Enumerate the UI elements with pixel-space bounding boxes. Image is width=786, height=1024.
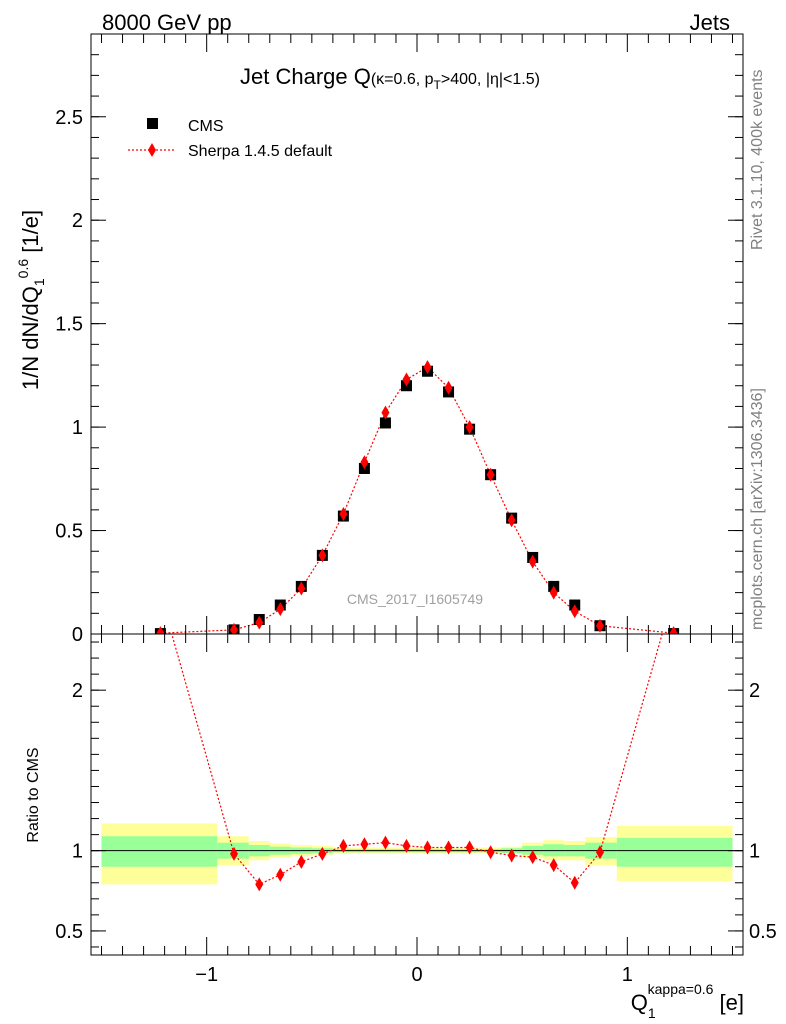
- ratio-sherpa-line: [171, 634, 663, 886]
- ratio-sherpa-point: [318, 846, 327, 861]
- main-ylabel: 1/N dN/dQ10.6 [1/e]: [15, 210, 47, 390]
- x-axis-label-text: Q: [631, 990, 648, 1015]
- sherpa-point: [156, 626, 165, 634]
- legend: CMS Sherpa 1.4.5 default: [128, 118, 333, 160]
- x-axis-label-unit: [e]: [713, 990, 744, 1015]
- main-y-tick-label: 2: [72, 210, 83, 232]
- ratio-band-green: [616, 837, 733, 867]
- x-tick-label: 0: [411, 964, 422, 986]
- sherpa-point: [381, 405, 390, 420]
- ratio-band-green: [101, 836, 218, 867]
- main-title: Jet Charge Q(κ=0.6, pT>400, |η|<1.5): [240, 64, 540, 92]
- main-title-sub-t: T: [434, 78, 442, 92]
- sherpa-point: [360, 455, 369, 470]
- sherpa-point: [339, 507, 348, 521]
- ratio-sherpa-point: [230, 846, 239, 861]
- sherpa-point: [402, 372, 411, 387]
- main-ylabel-sub: 1: [31, 278, 47, 286]
- ratio-y-tick-label-right: 1: [749, 841, 760, 863]
- main-title-sub-rest: >400, |η|<1.5): [441, 71, 540, 88]
- header-right: Jets: [690, 10, 730, 35]
- main-y-tick-label: 0: [72, 624, 83, 646]
- ratio-y-tick-label: 0.5: [55, 921, 83, 943]
- main-title-sub: (κ=0.6, p: [371, 71, 434, 88]
- main-plot: 0 0.5 1 1.5 2 2.5: [55, 33, 744, 646]
- ratio-sherpa-point: [276, 867, 285, 882]
- ratio-frame: [90, 633, 744, 956]
- ratio-y-tick-label: 1: [72, 841, 83, 863]
- sherpa-point: [465, 420, 474, 435]
- ratio-sherpa-point: [255, 877, 264, 892]
- sherpa-point: [318, 548, 327, 563]
- analysis-watermark: CMS_2017_I1605749: [347, 591, 483, 607]
- main-y-tick-label: 2.5: [55, 107, 83, 129]
- ratio-sherpa-point: [297, 854, 306, 869]
- ratio-sherpa-point: [423, 840, 432, 855]
- sherpa-point: [255, 615, 264, 630]
- legend-cms-marker: [147, 118, 158, 129]
- sherpa-point: [297, 581, 306, 596]
- ratio-y-tick-label: 2: [72, 680, 83, 702]
- legend-sherpa-marker: [148, 143, 156, 157]
- x-axis-label-sub: 1: [648, 1005, 656, 1021]
- x-axis-label-sup: kappa=0.6: [648, 981, 714, 997]
- x-tick-label: −1: [195, 964, 218, 986]
- main-ylabel-unit: [1/e]: [18, 210, 43, 259]
- sherpa-point: [595, 618, 604, 633]
- ratio-sherpa-point: [570, 875, 579, 890]
- ratio-ylabel: Ratio to CMS: [25, 747, 42, 842]
- sherpa-point: [528, 554, 537, 569]
- ratio-sherpa-point: [339, 838, 348, 853]
- ratio-y-tick-label-right: 0.5: [749, 921, 777, 943]
- sherpa-point: [669, 626, 678, 634]
- ratio-sherpa-point: [402, 838, 411, 853]
- main-ylabel-text: 1/N dN/dQ: [18, 286, 43, 390]
- x-tick-label: 1: [622, 964, 633, 986]
- x-axis-label: Q1 kappa=0.6 [e]: [631, 981, 744, 1021]
- ratio-sherpa-point: [549, 858, 558, 873]
- mcplots-label: mcplots.cern.ch [arXiv:1306.3436]: [749, 388, 766, 630]
- main-title-text: Jet Charge Q: [240, 64, 371, 89]
- ratio-y-tick-label-right: 2: [749, 680, 760, 702]
- legend-cms-label: CMS: [188, 118, 224, 135]
- sherpa-point: [230, 622, 239, 634]
- main-y-tick-label: 1: [72, 417, 83, 439]
- main-y-tick-label: 0.5: [55, 521, 83, 543]
- sherpa-point: [549, 585, 558, 600]
- sherpa-point: [276, 602, 285, 617]
- sherpa-point: [423, 360, 432, 375]
- main-ylabel-sup: 0.6: [15, 259, 31, 279]
- legend-sherpa-label: Sherpa 1.4.5 default: [188, 143, 333, 160]
- ratio-sherpa-point: [486, 845, 495, 860]
- rivet-label: Rivet 3.1.10, 400k events: [749, 69, 766, 250]
- header-left: 8000 GeV pp: [102, 10, 232, 35]
- ratio-plot: 0.5 0.5 1 1 2 2 −1 0 1: [55, 633, 777, 986]
- sherpa-point: [444, 380, 453, 395]
- ratio-sherpa-point: [360, 837, 369, 852]
- ratio-sherpa-point: [595, 845, 604, 860]
- ratio-sherpa-point: [507, 848, 516, 863]
- sherpa-point: [507, 513, 516, 528]
- ratio-sherpa-point: [381, 835, 390, 850]
- ratio-sherpa-point: [465, 840, 474, 855]
- main-y-tick-label: 1.5: [55, 314, 83, 336]
- sherpa-point: [486, 467, 495, 482]
- cms-point: [379, 417, 391, 429]
- ratio-sherpa-point: [444, 840, 453, 855]
- ratio-sherpa-point: [528, 850, 537, 865]
- sherpa-point: [570, 604, 579, 619]
